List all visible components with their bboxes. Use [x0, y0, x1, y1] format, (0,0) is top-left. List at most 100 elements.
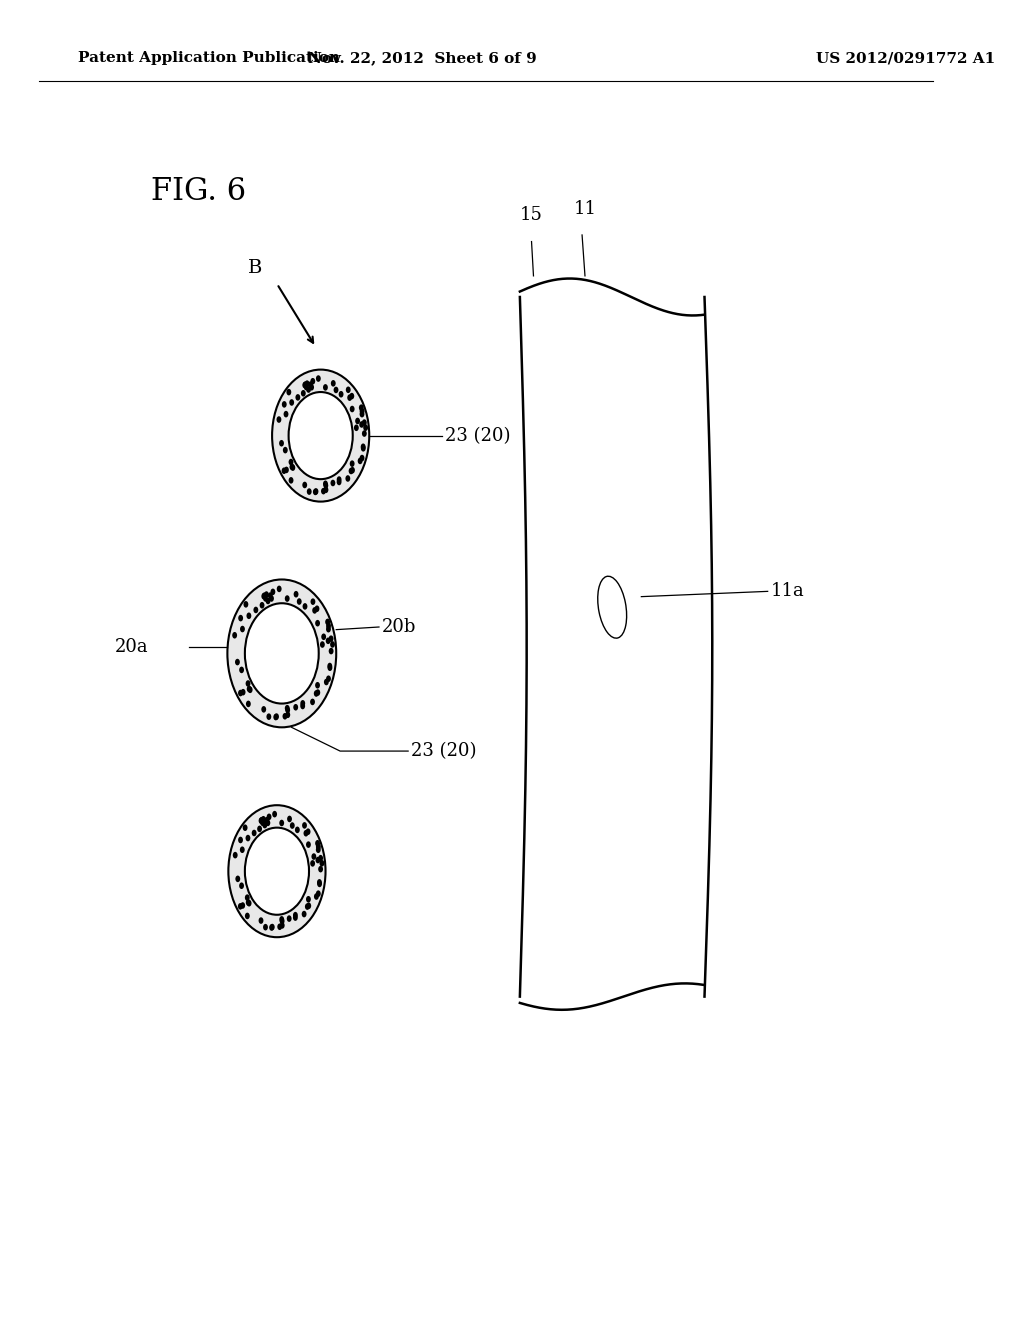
- Text: 20a: 20a: [115, 638, 148, 656]
- Circle shape: [328, 663, 332, 669]
- Circle shape: [315, 891, 321, 898]
- Circle shape: [315, 682, 319, 689]
- Circle shape: [359, 421, 365, 428]
- Circle shape: [301, 389, 306, 396]
- Text: 11: 11: [573, 199, 596, 218]
- Circle shape: [287, 816, 292, 822]
- Circle shape: [345, 475, 350, 482]
- Circle shape: [246, 899, 251, 906]
- Circle shape: [306, 903, 311, 909]
- Circle shape: [265, 820, 270, 826]
- Circle shape: [295, 395, 300, 401]
- Circle shape: [302, 822, 307, 829]
- Circle shape: [240, 846, 245, 853]
- Circle shape: [294, 591, 298, 598]
- Circle shape: [262, 593, 267, 599]
- Circle shape: [326, 623, 331, 630]
- Text: B: B: [249, 259, 263, 277]
- Circle shape: [311, 853, 316, 859]
- Circle shape: [326, 619, 330, 626]
- Circle shape: [253, 607, 258, 614]
- Circle shape: [323, 480, 328, 487]
- Circle shape: [348, 467, 353, 474]
- Circle shape: [248, 686, 253, 693]
- Circle shape: [240, 626, 245, 632]
- Text: Nov. 22, 2012  Sheet 6 of 9: Nov. 22, 2012 Sheet 6 of 9: [308, 51, 537, 65]
- Circle shape: [286, 711, 290, 718]
- Circle shape: [264, 591, 269, 598]
- Circle shape: [241, 689, 246, 696]
- Circle shape: [303, 381, 308, 388]
- Circle shape: [246, 834, 251, 841]
- Circle shape: [361, 430, 367, 437]
- Circle shape: [289, 477, 294, 483]
- Circle shape: [313, 488, 318, 495]
- Circle shape: [306, 841, 311, 847]
- Circle shape: [259, 817, 264, 824]
- Circle shape: [330, 642, 335, 648]
- Circle shape: [300, 700, 305, 706]
- Circle shape: [310, 861, 315, 867]
- Circle shape: [282, 467, 287, 474]
- Circle shape: [289, 459, 294, 466]
- Circle shape: [268, 593, 272, 599]
- Circle shape: [284, 411, 289, 417]
- Circle shape: [290, 822, 295, 829]
- Circle shape: [243, 825, 248, 832]
- Circle shape: [355, 417, 360, 424]
- Circle shape: [263, 924, 268, 931]
- Circle shape: [286, 706, 290, 713]
- Circle shape: [246, 680, 251, 686]
- Circle shape: [361, 420, 367, 426]
- Circle shape: [312, 607, 317, 614]
- Circle shape: [260, 602, 264, 609]
- Circle shape: [264, 817, 269, 824]
- Circle shape: [259, 817, 263, 824]
- Circle shape: [314, 606, 319, 612]
- Circle shape: [319, 642, 325, 648]
- Text: US 2012/0291772 A1: US 2012/0291772 A1: [816, 51, 995, 65]
- Circle shape: [321, 488, 326, 495]
- Circle shape: [315, 620, 321, 627]
- Circle shape: [360, 444, 366, 450]
- Circle shape: [306, 896, 311, 903]
- Circle shape: [227, 579, 336, 727]
- Circle shape: [283, 447, 288, 454]
- Circle shape: [337, 479, 342, 486]
- Circle shape: [290, 463, 294, 470]
- Text: FIG. 6: FIG. 6: [151, 176, 246, 207]
- Circle shape: [283, 713, 288, 719]
- Circle shape: [289, 392, 352, 479]
- Circle shape: [266, 813, 271, 820]
- Circle shape: [272, 370, 370, 502]
- Circle shape: [239, 615, 243, 622]
- Circle shape: [265, 598, 270, 605]
- Circle shape: [319, 859, 325, 866]
- Circle shape: [273, 714, 279, 721]
- Circle shape: [232, 851, 238, 858]
- Circle shape: [316, 375, 321, 381]
- Circle shape: [302, 482, 307, 488]
- Circle shape: [317, 880, 322, 887]
- Circle shape: [326, 638, 331, 644]
- Circle shape: [349, 393, 354, 400]
- Circle shape: [272, 810, 278, 817]
- Circle shape: [276, 416, 282, 422]
- Circle shape: [234, 659, 240, 665]
- Text: 15: 15: [520, 206, 543, 224]
- Circle shape: [238, 903, 243, 909]
- Circle shape: [318, 855, 323, 862]
- Circle shape: [350, 461, 354, 467]
- Circle shape: [245, 912, 250, 919]
- Circle shape: [305, 903, 310, 909]
- Circle shape: [285, 595, 290, 602]
- Circle shape: [293, 915, 298, 921]
- Text: 23 (20): 23 (20): [445, 426, 511, 445]
- Circle shape: [238, 690, 243, 697]
- Circle shape: [297, 598, 302, 605]
- Circle shape: [364, 424, 368, 430]
- Circle shape: [261, 706, 266, 713]
- Circle shape: [317, 879, 322, 886]
- Circle shape: [358, 404, 364, 411]
- Circle shape: [310, 598, 315, 605]
